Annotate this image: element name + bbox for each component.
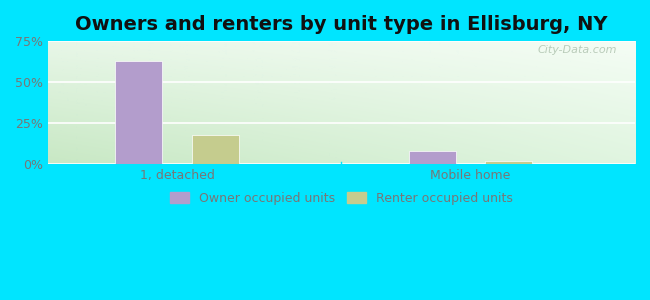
Bar xyxy=(116,61,162,164)
Text: City-Data.com: City-Data.com xyxy=(538,45,617,55)
Title: Owners and renters by unit type in Ellisburg, NY: Owners and renters by unit type in Ellis… xyxy=(75,15,608,34)
Legend: Owner occupied units, Renter occupied units: Owner occupied units, Renter occupied un… xyxy=(165,187,518,210)
Bar xyxy=(192,135,239,164)
Bar xyxy=(409,151,456,164)
Bar xyxy=(486,161,532,164)
